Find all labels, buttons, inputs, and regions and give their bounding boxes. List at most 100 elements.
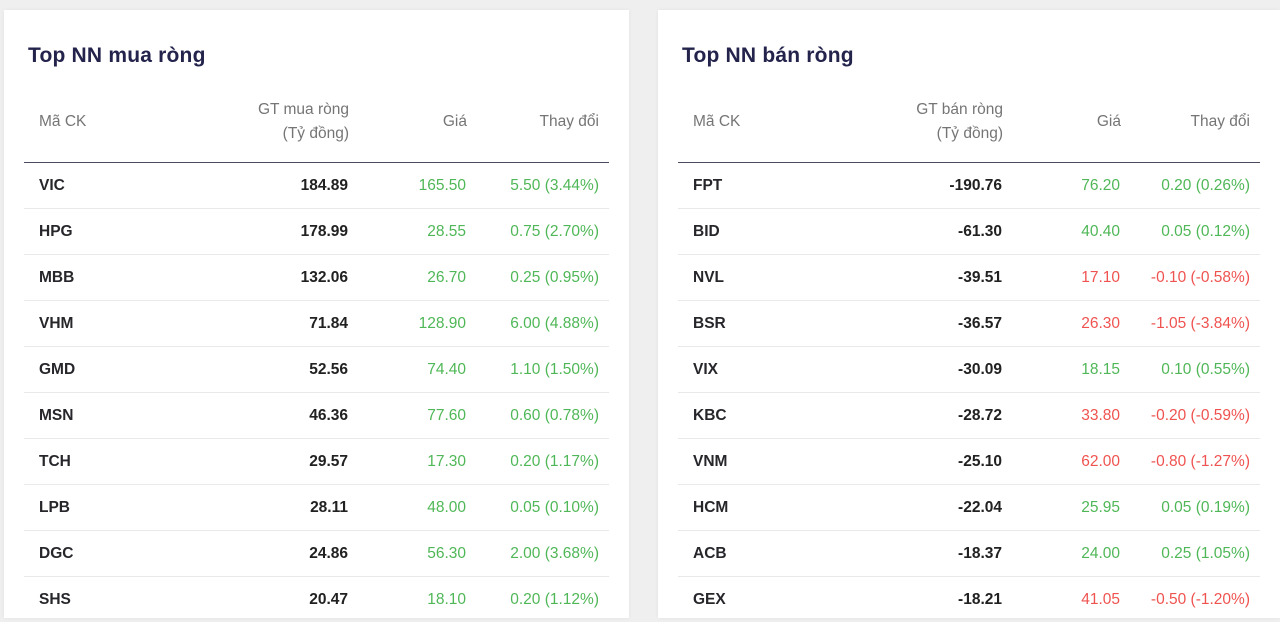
column-header-price: Giá: [349, 98, 467, 163]
change-cell: 0.25 (1.05%): [1121, 531, 1260, 577]
net-value-cell: -28.72: [858, 393, 1003, 439]
price-cell: 24.00: [1003, 531, 1121, 577]
net-sell-table: Mã CK GT bán ròng(Tỷ đồng) Giá Thay đổi …: [678, 98, 1260, 622]
change-cell: 0.75 (2.70%): [467, 209, 609, 255]
net-buy-table: Mã CK GT mua ròng(Tỷ đồng) Giá Thay đổi …: [24, 98, 609, 622]
column-header-net-sell-value-line2: (Tỷ đồng): [937, 125, 1003, 142]
price-cell: 18.15: [1003, 347, 1121, 393]
column-header-change: Thay đổi: [467, 98, 609, 163]
net-value-cell: 71.84: [204, 301, 349, 347]
ticker-cell: TCH: [24, 439, 204, 485]
price-cell: 41.05: [1003, 577, 1121, 622]
ticker-cell: LPB: [24, 485, 204, 531]
ticker-cell: VHM: [24, 301, 204, 347]
price-cell: 17.30: [349, 439, 467, 485]
net-value-cell: -36.57: [858, 301, 1003, 347]
net-value-cell: -22.04: [858, 485, 1003, 531]
net-buy-card-title: Top NN mua ròng: [28, 44, 609, 68]
column-header-ticker: Mã CK: [24, 98, 204, 163]
ticker-cell: BSR: [678, 301, 858, 347]
net-value-cell: 24.86: [204, 531, 349, 577]
ticker-cell: VNM: [678, 439, 858, 485]
ticker-cell: HPG: [24, 209, 204, 255]
net-value-cell: 132.06: [204, 255, 349, 301]
price-cell: 48.00: [349, 485, 467, 531]
change-cell: 2.00 (3.68%): [467, 531, 609, 577]
ticker-cell: GMD: [24, 347, 204, 393]
net-value-cell: 29.57: [204, 439, 349, 485]
change-cell: -0.80 (-1.27%): [1121, 439, 1260, 485]
price-cell: 26.70: [349, 255, 467, 301]
change-cell: 0.20 (1.17%): [467, 439, 609, 485]
net-value-cell: -18.37: [858, 531, 1003, 577]
net-sell-header-row: Mã CK GT bán ròng (Tỷ đồng) Giá Thay đổi: [678, 98, 1260, 163]
ticker-cell: MSN: [24, 393, 204, 439]
change-cell: 0.20 (0.26%): [1121, 163, 1260, 209]
net-buy-header-row: Mã CK GT mua ròng (Tỷ đồng) Giá Thay đổi: [24, 98, 609, 163]
price-cell: 40.40: [1003, 209, 1121, 255]
column-header-price: Giá: [1003, 98, 1121, 163]
price-cell: 56.30: [349, 531, 467, 577]
column-header-net-buy-value-line1: GT mua ròng: [258, 101, 349, 118]
price-cell: 76.20: [1003, 163, 1121, 209]
change-cell: -0.10 (-0.58%): [1121, 255, 1260, 301]
net-value-cell: 184.89: [204, 163, 349, 209]
price-cell: 17.10: [1003, 255, 1121, 301]
column-header-net-buy-value-line2: (Tỷ đồng): [283, 125, 349, 142]
net-value-cell: 46.36: [204, 393, 349, 439]
price-cell: 25.95: [1003, 485, 1121, 531]
price-cell: 33.80: [1003, 393, 1121, 439]
column-header-net-sell-value-line1: GT bán ròng: [916, 101, 1003, 118]
column-header-ticker: Mã CK: [678, 98, 858, 163]
change-cell: 0.05 (0.10%): [467, 485, 609, 531]
column-header-net-buy-value: GT mua ròng (Tỷ đồng): [204, 98, 349, 163]
price-cell: 28.55: [349, 209, 467, 255]
price-cell: 74.40: [349, 347, 467, 393]
net-value-cell: -190.76: [858, 163, 1003, 209]
price-cell: 18.10: [349, 577, 467, 622]
ticker-cell: ACB: [678, 531, 858, 577]
net-value-cell: -61.30: [858, 209, 1003, 255]
net-value-cell: 20.47: [204, 577, 349, 622]
ticker-cell: MBB: [24, 255, 204, 301]
ticker-cell: VIC: [24, 163, 204, 209]
net-value-cell: 52.56: [204, 347, 349, 393]
change-cell: -1.05 (-3.84%): [1121, 301, 1260, 347]
change-cell: -0.20 (-0.59%): [1121, 393, 1260, 439]
price-cell: 77.60: [349, 393, 467, 439]
change-cell: 0.05 (0.12%): [1121, 209, 1260, 255]
ticker-cell: KBC: [678, 393, 858, 439]
price-cell: 128.90: [349, 301, 467, 347]
column-header-change: Thay đổi: [1121, 98, 1260, 163]
change-cell: 0.10 (0.55%): [1121, 347, 1260, 393]
ticker-cell: VIX: [678, 347, 858, 393]
ticker-cell: HCM: [678, 485, 858, 531]
change-cell: 0.60 (0.78%): [467, 393, 609, 439]
net-value-cell: -39.51: [858, 255, 1003, 301]
net-sell-card: Top NN bán ròng Mã CK GT bán ròng (Tỷ đồn…: [658, 10, 1280, 618]
ticker-cell: FPT: [678, 163, 858, 209]
net-sell-card-title: Top NN bán ròng: [682, 44, 1260, 68]
change-cell: 1.10 (1.50%): [467, 347, 609, 393]
change-cell: 0.05 (0.19%): [1121, 485, 1260, 531]
